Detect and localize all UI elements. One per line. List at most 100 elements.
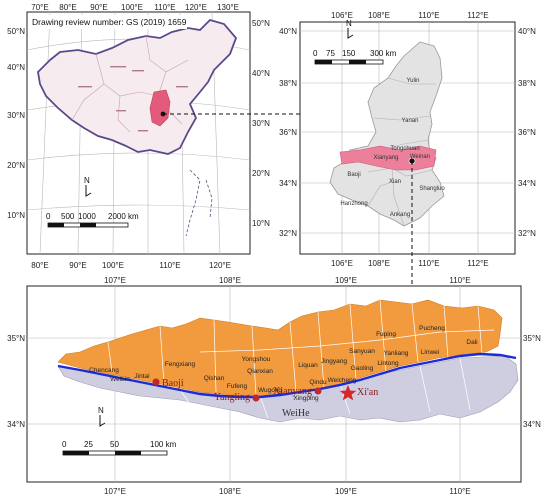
svg-text:25: 25	[84, 440, 93, 449]
svg-text:50: 50	[110, 440, 119, 449]
scale-bar-b: 0 75 150 300 km	[313, 49, 397, 65]
svg-text:108°E: 108°E	[219, 487, 241, 496]
svg-text:130°E: 130°E	[217, 3, 239, 12]
county-yongshou: Yongshou	[242, 356, 271, 363]
svg-text:110°E: 110°E	[159, 261, 180, 270]
svg-text:20°N: 20°N	[7, 161, 25, 170]
svg-text:2000 km: 2000 km	[108, 212, 139, 221]
svg-text:75: 75	[326, 49, 335, 58]
svg-text:500: 500	[61, 212, 75, 221]
svg-text:38°N: 38°N	[279, 79, 297, 88]
place-baoji: Baoji	[347, 172, 360, 178]
svg-text:40°N: 40°N	[518, 27, 536, 36]
svg-text:90°E: 90°E	[90, 3, 107, 12]
svg-text:0: 0	[46, 212, 51, 221]
svg-text:100 km: 100 km	[150, 440, 177, 449]
city-baoji: Baoji	[162, 378, 184, 389]
city-xian: Xi'an	[357, 387, 378, 398]
place-yanan: Yanan	[402, 118, 419, 124]
north-arrow-c: N	[98, 406, 106, 427]
scale-bar-c: 0 25 50 100 km	[62, 440, 177, 456]
svg-text:50°N: 50°N	[7, 27, 25, 36]
county-weibin: Weibin	[110, 376, 130, 383]
svg-text:0: 0	[313, 49, 318, 58]
county-weicheng: Weicheng	[328, 377, 357, 384]
place-weinan: Weinan	[410, 154, 430, 160]
river-label-weihe: WeiHe	[282, 408, 310, 419]
svg-text:20°N: 20°N	[252, 169, 270, 178]
svg-text:80°E: 80°E	[59, 3, 76, 12]
svg-text:109°E: 109°E	[335, 487, 357, 496]
county-wugong: Wugong	[258, 387, 282, 394]
svg-text:109°E: 109°E	[335, 276, 357, 285]
place-tongchuan: Tongchuan	[390, 146, 419, 152]
svg-text:100°E: 100°E	[102, 261, 124, 270]
svg-text:30°N: 30°N	[252, 119, 270, 128]
svg-text:10°N: 10°N	[7, 211, 25, 220]
svg-text:50°N: 50°N	[252, 19, 270, 28]
panel-china: Drawing review number: GS (2019) 1659 N …	[26, 11, 251, 255]
review-number: Drawing review number: GS (2019) 1659	[32, 17, 187, 27]
county-qianxian: Qianxian	[247, 368, 273, 375]
place-shangluo: Shangluo	[419, 186, 445, 192]
svg-text:N: N	[98, 406, 104, 415]
place-yulin: Yulin	[406, 78, 419, 84]
svg-text:N: N	[346, 19, 352, 28]
svg-text:34°N: 34°N	[279, 179, 297, 188]
county-fuping: Fuping	[376, 331, 396, 338]
svg-text:36°N: 36°N	[279, 128, 297, 137]
county-jintai: Jintai	[134, 373, 149, 380]
svg-text:106°E: 106°E	[331, 259, 353, 268]
svg-text:30°N: 30°N	[7, 111, 25, 120]
north-arrow-b: N	[346, 19, 354, 39]
county-jingyang: Jingyang	[321, 358, 347, 365]
panel-b-ticks: 106°E 108°E 110°E 112°E 106°E 108°E 110°…	[279, 11, 536, 268]
panel-shaanxi: Yulin Yanan Tongchuan Weinan Xianyang Ba…	[299, 19, 516, 255]
svg-text:107°E: 107°E	[104, 487, 126, 496]
svg-text:120°E: 120°E	[185, 3, 207, 12]
svg-text:120°E: 120°E	[209, 261, 231, 270]
north-arrow-a: N	[84, 176, 92, 197]
city-yangling: Yangling	[214, 392, 250, 403]
shaanxi-highlight	[149, 89, 171, 127]
scale-bar-a: 0 500 1000 2000 km	[46, 212, 139, 228]
svg-text:38°N: 38°N	[518, 79, 536, 88]
county-xingping: Xingping	[293, 395, 319, 402]
svg-text:34°N: 34°N	[523, 420, 541, 429]
svg-text:34°N: 34°N	[7, 420, 25, 429]
county-fufeng: Fufeng	[227, 383, 248, 390]
svg-text:40°N: 40°N	[279, 27, 297, 36]
place-xianyang: Xianyang	[373, 155, 398, 161]
svg-text:80°E: 80°E	[31, 261, 48, 270]
city-marker-yangling	[252, 394, 260, 402]
svg-text:34°N: 34°N	[518, 179, 536, 188]
svg-text:N: N	[84, 176, 90, 185]
svg-text:35°N: 35°N	[523, 334, 541, 343]
svg-text:110°E: 110°E	[154, 3, 175, 12]
county-dali: Dali	[466, 339, 477, 346]
county-qindu: Qindu	[309, 379, 327, 386]
svg-text:10°N: 10°N	[252, 219, 270, 228]
svg-text:108°E: 108°E	[368, 259, 390, 268]
china-outline	[37, 18, 238, 155]
panel-study-area: Pucheng Fuping Dali Linwei Yanliang Sany…	[26, 285, 522, 483]
capital-star-icon	[339, 385, 357, 401]
place-ankang: Ankang	[390, 212, 410, 218]
svg-text:40°N: 40°N	[252, 69, 270, 78]
svg-text:107°E: 107°E	[104, 276, 126, 285]
county-liquan: Liquan	[298, 362, 318, 369]
weihe-river	[57, 352, 517, 399]
svg-text:0: 0	[62, 440, 67, 449]
county-qishan: Qishan	[204, 375, 225, 382]
svg-text:32°N: 32°N	[518, 229, 536, 238]
city-marker-xianyang	[314, 387, 322, 395]
svg-text:90°E: 90°E	[69, 261, 86, 270]
svg-text:110°E: 110°E	[418, 259, 439, 268]
svg-text:70°E: 70°E	[31, 3, 48, 12]
svg-text:112°E: 112°E	[467, 11, 488, 20]
place-xian: Xian	[389, 179, 401, 185]
svg-text:108°E: 108°E	[219, 276, 241, 285]
svg-text:110°E: 110°E	[449, 487, 470, 496]
svg-text:36°N: 36°N	[518, 128, 536, 137]
